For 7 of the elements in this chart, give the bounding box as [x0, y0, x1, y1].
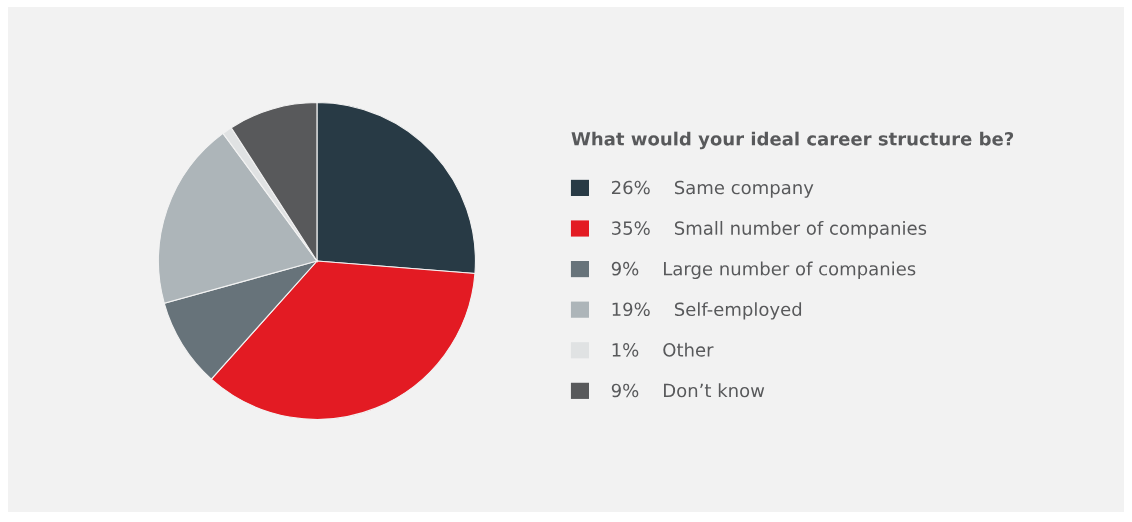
legend-label: 1% Other: [612, 342, 714, 357]
legend-label: 19% Self-employed: [612, 302, 802, 320]
legend-label: 9% Large number of companies: [611, 261, 916, 280]
legend-label: 9% Don’t know: [611, 383, 765, 398]
legend-label: 26% Same company: [611, 180, 814, 198]
legend-label: 35% Small number of companies: [612, 220, 927, 239]
legend-title: What would your ideal career structure be?: [571, 131, 1014, 150]
